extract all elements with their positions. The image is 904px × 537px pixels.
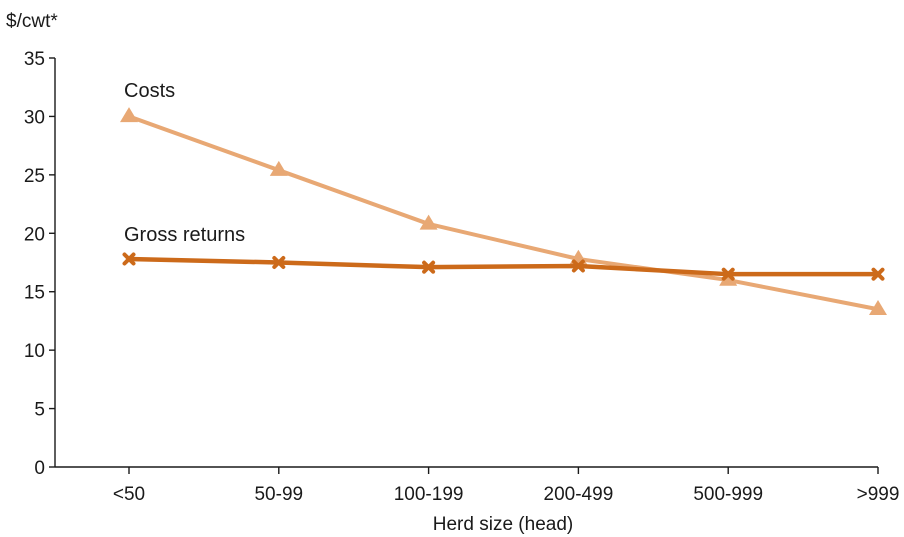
y-tick-label: 5: [34, 400, 45, 421]
marker-stroke: [272, 256, 286, 269]
x-ticks: <50 50-99 100-199 200-499 500-999 >999: [113, 467, 900, 505]
marker-stroke: [422, 260, 436, 274]
y-ticks: 0 5 10 15 20 25 30 35: [24, 49, 55, 479]
marker-stroke: [122, 252, 136, 266]
gross-returns-point: [571, 259, 585, 273]
x-tick-label: >999: [857, 484, 900, 505]
y-tick-label: 35: [24, 49, 45, 70]
costs-line: [128, 114, 879, 312]
marker-stroke: [571, 259, 585, 273]
costs-point: [120, 107, 138, 123]
series-group: [120, 107, 887, 315]
costs-point: [869, 299, 887, 315]
costs-point: [419, 214, 438, 230]
costs-point: [719, 270, 738, 286]
x-tick-label: 50-99: [254, 484, 303, 505]
y-axis-label: $/cwt*: [6, 11, 58, 32]
y-tick-label: 15: [24, 283, 45, 304]
gross-returns-line: [128, 256, 878, 277]
marker-stroke: [871, 267, 885, 281]
x-axis-label: Herd size (head): [433, 514, 573, 535]
y-tick-label: 30: [24, 107, 45, 128]
costs-series-label: Costs: [124, 80, 175, 102]
y-tick-label: 0: [34, 458, 45, 479]
gross-returns-point: [272, 256, 286, 269]
x-tick-label: <50: [113, 484, 145, 505]
gross-returns-point: [122, 252, 136, 266]
gross-returns-point: [871, 267, 885, 281]
y-tick-label: 25: [24, 166, 45, 187]
series-labels: Costs Gross returns: [124, 80, 245, 246]
x-tick-label: 500-999: [693, 484, 763, 505]
y-tick-label: 10: [24, 341, 45, 362]
gross-returns-point: [721, 267, 735, 281]
x-tick-label: 100-199: [394, 484, 464, 505]
x-tick-label: 200-499: [544, 484, 614, 505]
gross-returns-series-label: Gross returns: [124, 224, 245, 246]
costs-point: [269, 160, 288, 176]
y-tick-label: 20: [24, 224, 45, 245]
marker-stroke: [721, 267, 735, 281]
gross-returns-point: [422, 260, 436, 274]
